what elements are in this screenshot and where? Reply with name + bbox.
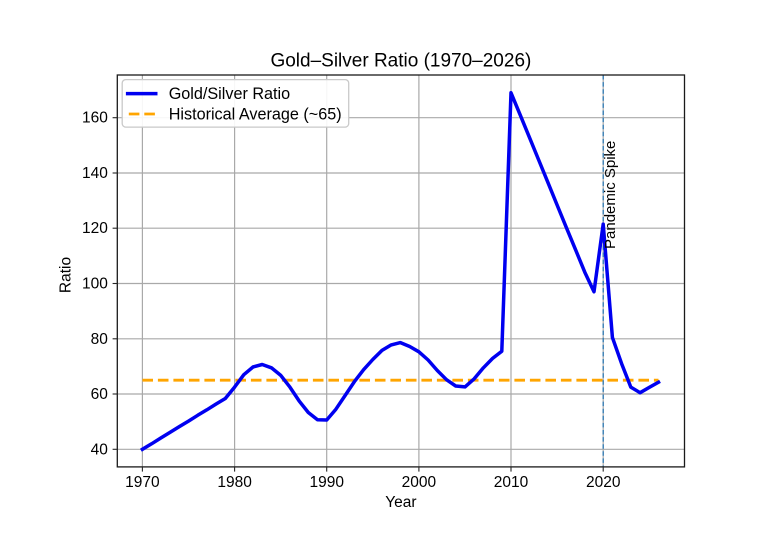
svg-text:Year: Year — [385, 494, 416, 511]
svg-text:100: 100 — [82, 276, 108, 293]
svg-text:1980: 1980 — [217, 474, 252, 491]
svg-text:Pandemic Spike: Pandemic Spike — [602, 141, 619, 249]
svg-text:2010: 2010 — [494, 474, 529, 491]
svg-text:Gold–Silver Ratio (1970–2026): Gold–Silver Ratio (1970–2026) — [270, 51, 531, 72]
svg-text:Gold/Silver Ratio: Gold/Silver Ratio — [169, 85, 290, 103]
svg-text:120: 120 — [82, 220, 108, 237]
svg-text:1990: 1990 — [309, 474, 344, 491]
svg-text:40: 40 — [91, 441, 109, 458]
svg-text:160: 160 — [82, 110, 108, 127]
svg-text:2000: 2000 — [402, 474, 437, 491]
svg-text:140: 140 — [82, 165, 108, 182]
svg-text:60: 60 — [91, 386, 109, 403]
svg-text:80: 80 — [91, 331, 109, 348]
svg-text:1970: 1970 — [125, 474, 160, 491]
svg-text:2020: 2020 — [586, 474, 621, 491]
svg-text:Historical Average (~65): Historical Average (~65) — [169, 106, 342, 124]
svg-text:Ratio: Ratio — [58, 257, 75, 293]
